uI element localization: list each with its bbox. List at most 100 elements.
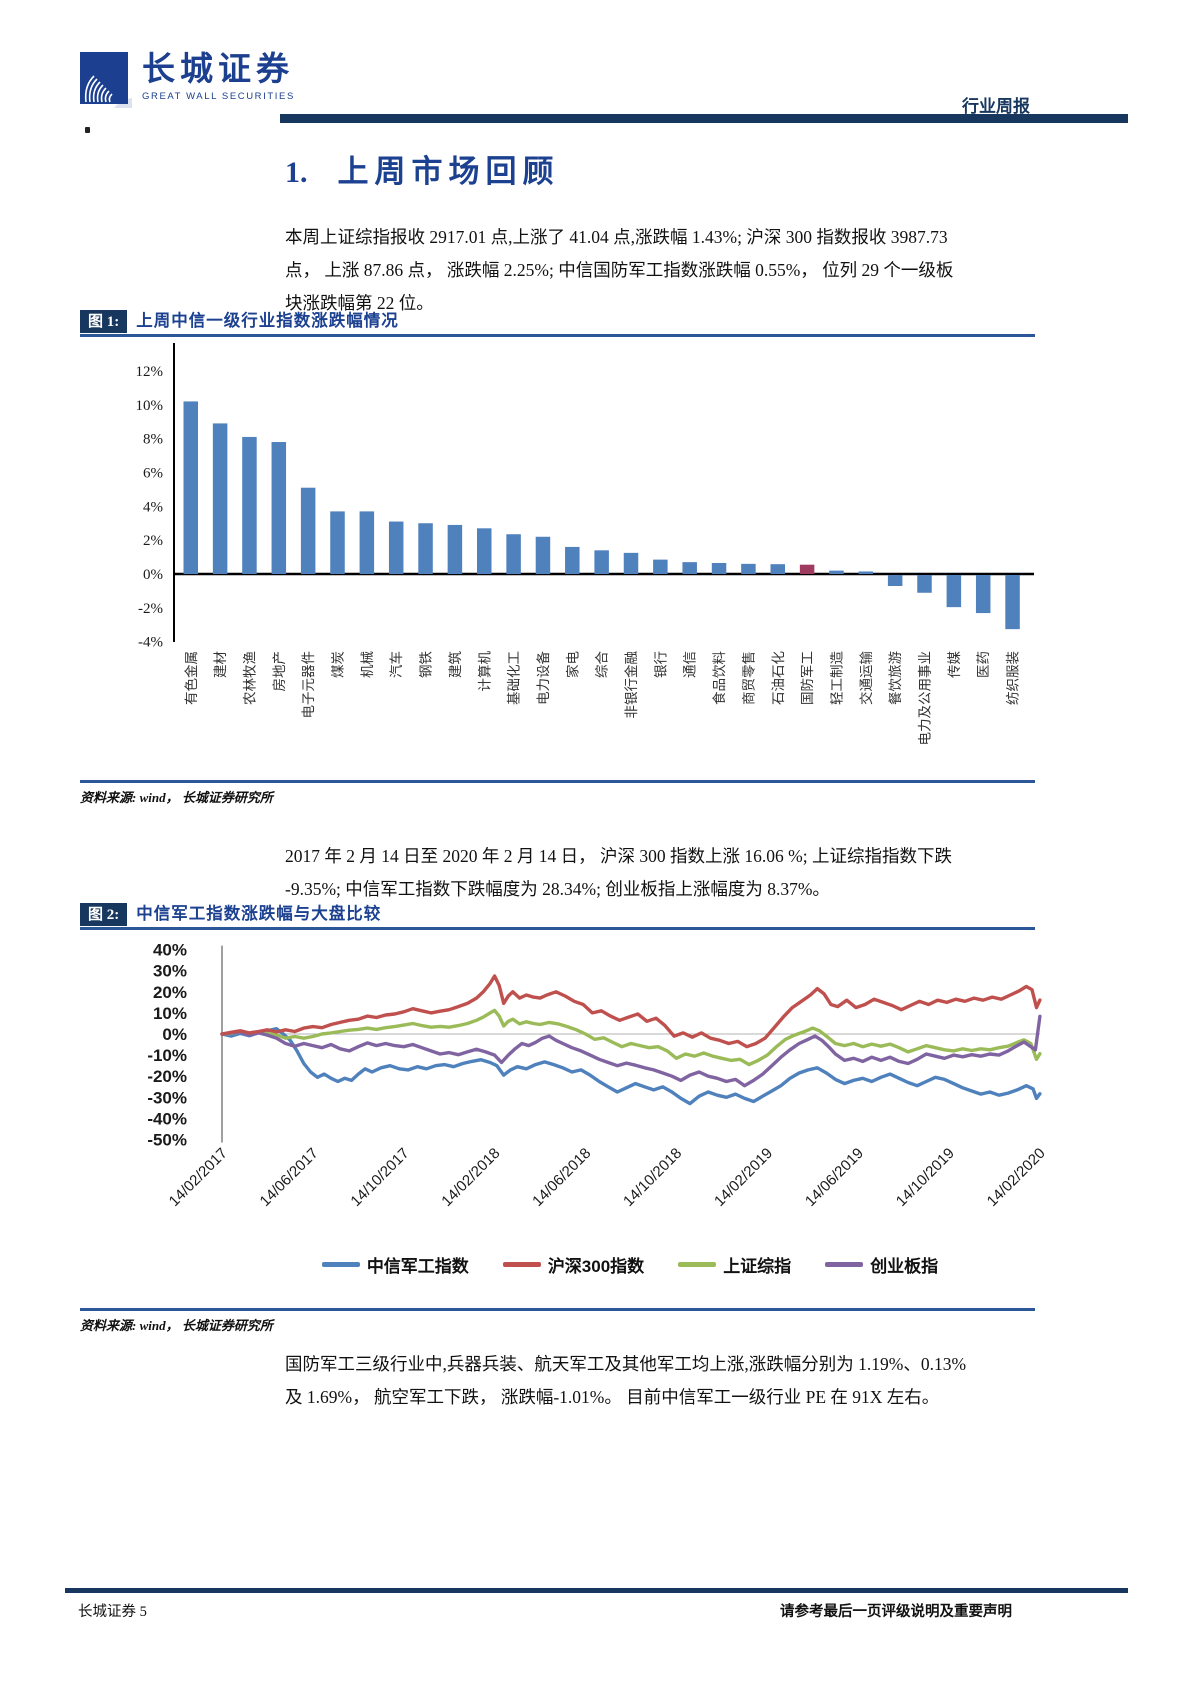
svg-text:12%: 12% [136, 364, 164, 380]
svg-text:建材: 建材 [213, 651, 228, 678]
svg-text:14/10/2018: 14/10/2018 [620, 1145, 685, 1210]
report-type-label: 行业周报 [962, 97, 1030, 116]
svg-text:6%: 6% [143, 465, 163, 481]
svg-text:-4%: -4% [138, 635, 163, 651]
figure2-title: 中信军工指数涨跌幅与大盘比较 [136, 904, 382, 923]
svg-text:商贸零售: 商贸零售 [741, 651, 756, 705]
paragraph-line: 及 1.69%， 航空军工下跌， 涨跌幅-1.01%。 目前中信军工一级行业 P… [285, 1387, 940, 1407]
svg-text:0%: 0% [143, 567, 163, 583]
svg-text:通信: 通信 [683, 651, 698, 678]
svg-text:机械: 机械 [360, 651, 375, 678]
svg-text:交通运输: 交通运输 [858, 651, 874, 705]
section-title: 1. 上周市场回顾 [285, 146, 560, 191]
legend-label: 创业板指 [870, 1257, 939, 1276]
svg-text:20%: 20% [153, 983, 187, 1002]
svg-text:14/02/2019: 14/02/2019 [711, 1145, 776, 1210]
svg-text:电力设备: 电力设备 [535, 651, 551, 705]
section-title-text: 上周市场回顾 [337, 154, 560, 189]
figure1-divider [80, 780, 1035, 783]
svg-text:家电: 家电 [564, 651, 580, 678]
legend-label: 上证综指 [723, 1257, 792, 1276]
paragraph-line: 块涨跌幅第 22 位。 [285, 293, 434, 313]
paragraph-line: -9.35%; 中信军工指数下跌幅度为 28.34%; 创业板指上涨幅度为 8.… [285, 879, 830, 899]
index-line-chart: 40%30%20%10%0%-10%-20%-30%-40%-50%14/02/… [147, 941, 1048, 1210]
svg-text:建筑: 建筑 [448, 651, 463, 679]
footer-disclaimer: 请参考最后一页评级说明及重要声明 [780, 1604, 1012, 1620]
legend-item-chinext: 创业板指 [825, 1252, 938, 1277]
svg-text:14/10/2019: 14/10/2019 [893, 1145, 958, 1210]
company-logo: 长城证券 GREAT WALL SECURITIES [80, 52, 295, 108]
figure1-source: 资料来源: wind， 长城证券研究所 [80, 790, 273, 805]
svg-text:40%: 40% [153, 941, 187, 960]
paragraph-line: 2017 年 2 月 14 日至 2020 年 2 月 14 日， 沪深 300… [285, 846, 952, 866]
svg-text:30%: 30% [153, 962, 187, 981]
hs300-line-swatch-icon [502, 1262, 541, 1267]
paragraph-line: 点， 上涨 87.86 点， 涨跌幅 2.25%; 中信国防军工指数涨跌幅 0.… [285, 260, 954, 280]
paragraph-market-review: 本周上证综指报收 2917.01 点,上涨了 41.04 点,涨跌幅 1.43%… [285, 221, 1045, 320]
legend-item-hs300: 沪深300指数 [502, 1252, 645, 1277]
svg-text:电力及公用事业: 电力及公用事业 [918, 651, 933, 746]
svg-text:非银行金融: 非银行金融 [624, 651, 639, 719]
csdi-line-swatch-icon [321, 1262, 360, 1267]
svg-text:轻工制造: 轻工制造 [829, 651, 844, 705]
svg-text:综合: 综合 [595, 651, 610, 679]
svg-text:房地产: 房地产 [272, 651, 287, 692]
svg-text:电子元器件: 电子元器件 [301, 651, 316, 719]
legend-item-szci: 上证综指 [678, 1252, 791, 1277]
brand-name-en: GREAT WALL SECURITIES [142, 91, 295, 102]
svg-text:有色金属: 有色金属 [183, 651, 199, 705]
paragraph-subsector-summary: 国防军工三级行业中,兵器兵装、航天军工及其他军工均上涨,涨跌幅分别为 1.19%… [285, 1348, 1045, 1414]
figure2-tag: 图 2: [80, 903, 128, 926]
figure1-tag: 图 1: [80, 310, 128, 333]
paragraph-line: 本周上证综指报收 2917.01 点,上涨了 41.04 点,涨跌幅 1.43%… [285, 227, 948, 247]
margin-bullet [85, 127, 90, 133]
brand-name-cn: 长城证券 [142, 52, 294, 88]
svg-text:农林牧渔: 农林牧渔 [242, 651, 257, 705]
svg-text:-2%: -2% [138, 601, 163, 617]
legend-label: 沪深300指数 [547, 1257, 645, 1276]
svg-text:石油石化: 石油石化 [771, 651, 786, 705]
footer-rule [65, 1588, 1128, 1593]
svg-text:14/06/2017: 14/06/2017 [257, 1145, 322, 1210]
paragraph-index-comparison: 2017 年 2 月 14 日至 2020 年 2 月 14 日， 沪深 300… [285, 840, 1045, 906]
svg-text:钢铁: 钢铁 [419, 651, 434, 679]
svg-text:-50%: -50% [147, 1131, 187, 1150]
svg-text:10%: 10% [136, 398, 164, 414]
figure1-header: 图 1: 上周中信一级行业指数涨跌幅情况 [80, 308, 1035, 337]
legend-item-csdi: 中信军工指数 [321, 1252, 469, 1277]
svg-text:纺织服装: 纺织服装 [1006, 651, 1021, 705]
svg-text:-20%: -20% [147, 1067, 187, 1086]
svg-text:汽车: 汽车 [388, 651, 404, 678]
svg-text:10%: 10% [153, 1004, 187, 1023]
paragraph-line: 国防军工三级行业中,兵器兵装、航天军工及其他军工均上涨,涨跌幅分别为 1.19%… [285, 1354, 967, 1374]
svg-text:14/02/2018: 14/02/2018 [438, 1145, 503, 1210]
chinext-line-swatch-icon [825, 1262, 864, 1267]
svg-text:8%: 8% [143, 432, 163, 448]
header-rule [280, 114, 1128, 123]
svg-text:-30%: -30% [147, 1088, 187, 1107]
figure2-divider [80, 1308, 1035, 1311]
line-chart-legend: 中信军工指数 沪深300指数 上证综指 创业板指 [200, 1252, 1060, 1277]
svg-text:基础化工: 基础化工 [506, 651, 522, 705]
footer-brand-page: 长城证券 5 [78, 1604, 147, 1620]
svg-text:国防军工: 国防军工 [800, 651, 815, 705]
svg-text:14/10/2017: 14/10/2017 [347, 1145, 412, 1210]
svg-text:-10%: -10% [147, 1046, 187, 1065]
svg-text:14/02/2017: 14/02/2017 [166, 1145, 231, 1210]
svg-text:传媒: 传媒 [947, 651, 962, 679]
figure1-title: 上周中信一级行业指数涨跌幅情况 [136, 311, 399, 330]
svg-text:14/06/2018: 14/06/2018 [529, 1145, 594, 1210]
svg-text:-40%: -40% [147, 1109, 187, 1128]
figure2-source: 资料来源: wind， 长城证券研究所 [80, 1318, 273, 1333]
svg-text:14/06/2019: 14/06/2019 [802, 1145, 867, 1210]
industry-bar-chart: 12% 10% 8% 6% 4% 2% 0% -2% -4% 有色金属 建材 农林牧渔 房地产 电子元器件… [136, 343, 1034, 746]
svg-text:2%: 2% [143, 533, 163, 549]
greatwall-logo-icon [80, 52, 132, 108]
svg-text:医药: 医药 [976, 651, 991, 678]
legend-label: 中信军工指数 [366, 1257, 469, 1276]
svg-text:煤炭: 煤炭 [331, 651, 346, 678]
szci-line-swatch-icon [678, 1262, 717, 1267]
section-number: 1. [285, 156, 308, 189]
svg-text:计算机: 计算机 [477, 651, 492, 692]
